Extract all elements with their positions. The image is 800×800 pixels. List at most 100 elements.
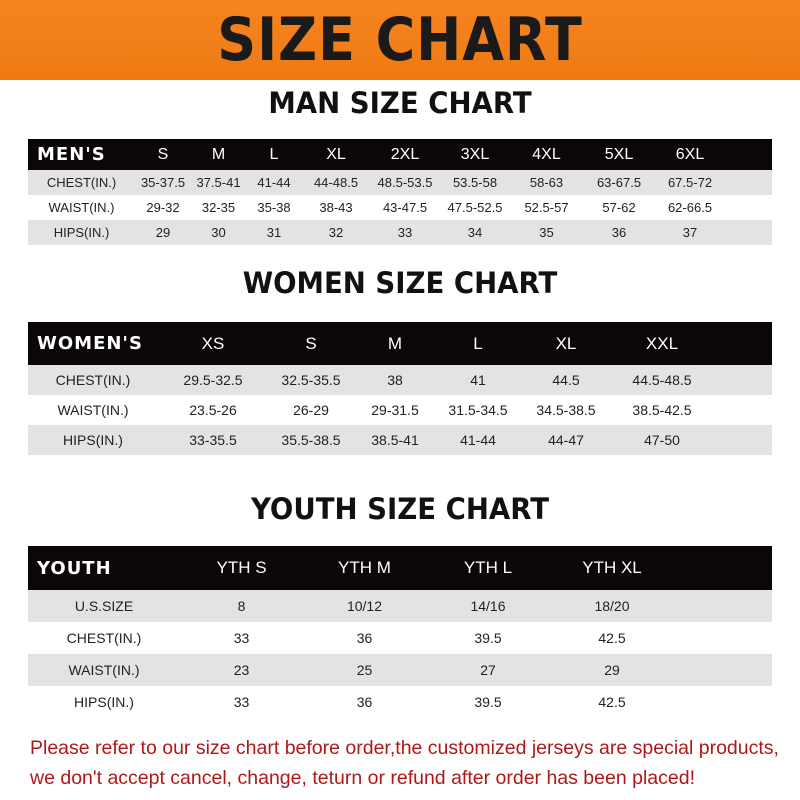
women-size-table: WOMEN'S XS S M L XL XXL CHEST(IN.) 29.5-32.5 32.5… [28,322,772,455]
table-cell: 44-47 [548,432,584,448]
table-cell: 44.5-48.5 [632,372,692,388]
row-label: CHEST(IN.) [46,175,117,190]
table-cell: 38.5-41 [371,432,419,448]
table-cell: 39.5 [474,630,502,646]
row-label: HIPS(IN.) [74,694,134,710]
table-cell: 41-44 [460,432,496,448]
table-title-cell: YOUTH [37,557,112,579]
table-cell: 57-62 [602,200,636,215]
size-header-cell: S [157,145,169,163]
table-cell: 42.5 [598,694,626,710]
men-size-table: MEN'S S M L XL 2XL 3XL 4XL 5XL 6XL CHEST(IN.) 35-37… [28,139,772,245]
table-cell: 29-31.5 [371,402,419,418]
size-header-cell: 2XL [390,145,420,163]
size-header-cell: YTH L [463,558,513,577]
table-cell: 29 [155,225,171,240]
table-cell: 27 [480,662,496,678]
size-header-cell: M [387,333,403,353]
table-row: HIPS(IN.) 33 36 39.5 42.5 [28,686,772,718]
women-title: WOMEN SIZE CHART [242,266,558,300]
size-header-cell: YTH S [216,558,267,577]
size-header-cell: YTH M [338,558,391,577]
size-header-cell: L [269,145,279,163]
size-header-cell: XL [326,145,346,163]
size-header-cell: 4XL [532,145,561,163]
table-row: WAIST(IN.) 23.5-26 26-29 29-31.5 31.5-34.5 34… [28,395,772,425]
table-cell: 43-47.5 [382,200,428,215]
size-header-cell: L [473,333,483,353]
table-cell: 41-44 [257,175,291,190]
table-row: HIPS(IN.) 33-35.5 35.5-38.5 38.5-41 41-44 44-… [28,425,772,455]
table-header-row: YOUTH YTH S YTH M YTH L YTH XL [28,546,772,590]
table-title-cell: MEN'S [37,144,106,165]
size-header-cell: 5XL [604,145,634,163]
table-cell: 33-35.5 [189,432,237,448]
table-header-row: MEN'S S M L XL 2XL 3XL 4XL 5XL 6XL [28,139,772,170]
table-cell: 29 [604,662,620,678]
table-cell: 48.5-53.5 [377,175,433,190]
table-cell: 34 [467,225,483,240]
table-cell: 10/12 [346,598,383,614]
table-cell: 35-37.5 [140,175,186,190]
table-cell: 26-29 [293,402,329,418]
disclaimer-line-2: we don't accept cancel, change, teturn o… [30,767,695,789]
youth-size-table: YOUTH YTH S YTH M YTH L YTH XL U.S.SIZE 8 10/12… [28,546,772,718]
table-cell: 47.5-52.5 [447,200,503,215]
size-header-cell: M [211,145,226,163]
row-label: U.S.SIZE [74,598,134,614]
table-cell: 42.5 [598,630,626,646]
table-header-row: WOMEN'S XS S M L XL XXL [28,322,772,365]
table-cell: 18/20 [594,598,630,614]
row-label: CHEST(IN.) [66,630,142,646]
row-label: HIPS(IN.) [53,225,110,240]
table-row: WAIST(IN.) 23 25 27 29 [28,654,772,686]
table-cell: 30 [211,225,226,240]
table-cell: 33 [397,225,413,240]
table-cell: 35.5-38.5 [281,432,341,448]
row-label: WAIST(IN.) [48,200,115,215]
table-cell: 37 [682,225,698,240]
row-label: CHEST(IN.) [55,372,131,388]
banner: SIZE CHART [0,0,800,80]
row-label: HIPS(IN.) [63,432,123,448]
table-cell: 52.5-57 [524,200,569,215]
table-cell: 34.5-38.5 [536,402,596,418]
table-cell: 36 [356,694,373,710]
size-header-cell: 6XL [675,145,705,163]
table-cell: 44-48.5 [313,175,359,190]
table-cell: 8 [237,598,246,614]
table-cell: 32-35 [201,200,236,215]
table-cell: 35 [539,225,554,240]
table-cell: 62-66.5 [667,200,713,215]
table-cell: 53.5-58 [452,175,498,190]
table-row: U.S.SIZE 8 10/12 14/16 18/20 [28,590,772,622]
table-row: HIPS(IN.) 29 30 31 32 33 34 35 36 37 [28,220,772,245]
table-cell: 44.5 [552,372,580,388]
table-cell: 67.5-72 [667,175,713,190]
table-cell: 23 [233,662,250,678]
row-label: WAIST(IN.) [68,662,140,678]
table-cell: 36 [611,225,627,240]
size-header-cell: XL [555,333,577,353]
table-cell: 47-50 [644,432,680,448]
table-row: CHEST(IN.) 29.5-32.5 32.5-35.5 38 41 44.5 44.5… [28,365,772,395]
table-title-cell: WOMEN'S [37,333,143,354]
table-cell: 33 [233,630,250,646]
table-cell: 63-67.5 [596,175,642,190]
size-header-cell: YTH XL [582,558,642,577]
table-cell: 25 [356,662,373,678]
banner-title: SIZE CHART [217,5,583,75]
table-cell: 38.5-42.5 [632,402,692,418]
disclaimer-line-1: Please refer to our size chart before or… [30,737,779,759]
table-cell: 29-32 [146,200,180,215]
table-cell: 32 [328,225,344,240]
table-cell: 38 [387,372,403,388]
table-cell: 38-43 [319,200,353,215]
table-cell: 35-38 [257,200,291,215]
table-cell: 41 [470,372,486,388]
size-header-cell: XS [201,333,225,353]
youth-title: YOUTH SIZE CHART [250,492,550,526]
row-label: WAIST(IN.) [57,402,129,418]
table-cell: 14/16 [470,598,506,614]
table-cell: 39.5 [474,694,502,710]
